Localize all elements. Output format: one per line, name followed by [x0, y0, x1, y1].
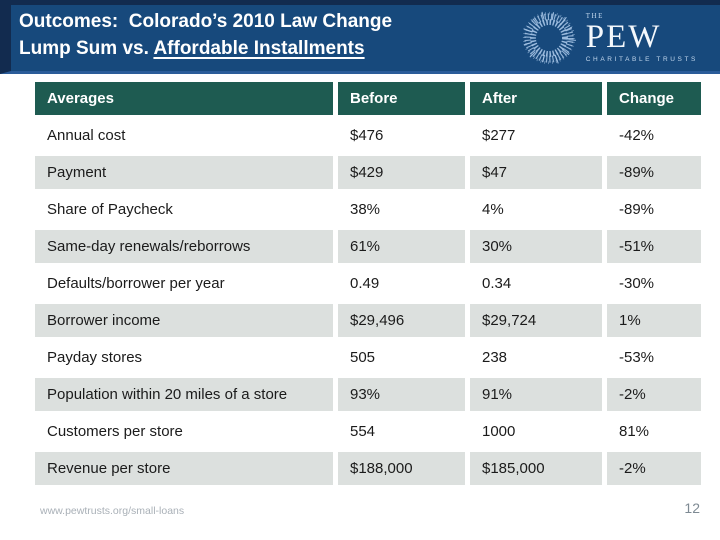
slide-title-banner: Outcomes: Colorado’s 2010 Law Change Lum… — [0, 0, 720, 74]
row-change: -51% — [607, 230, 701, 263]
row-before: $476 — [350, 127, 384, 144]
row-change: -30% — [619, 275, 655, 292]
row-change: -53% — [619, 349, 655, 366]
row-label: Borrower income — [35, 304, 333, 337]
table-row: Payment $429 $47 -89% — [35, 156, 701, 189]
row-before: $188,000 — [338, 452, 465, 485]
footer-url: www.pewtrusts.org/small-loans — [40, 505, 185, 517]
row-label: Customers per store — [47, 423, 183, 440]
row-before: 93% — [338, 378, 465, 411]
pew-starburst-icon — [522, 11, 576, 65]
row-change: -42% — [619, 127, 655, 144]
row-after: $29,724 — [470, 304, 602, 337]
row-label: Same-day renewals/reborrows — [35, 230, 333, 263]
table-row: Defaults/borrower per year 0.49 0.34 -30… — [35, 267, 701, 300]
title-line-2-underlined: Affordable Installments — [153, 38, 365, 59]
table-row: Revenue per store $188,000 $185,000 -2% — [35, 452, 701, 485]
row-label: Population within 20 miles of a store — [35, 378, 333, 411]
row-label: Payment — [35, 156, 333, 189]
row-change: -2% — [607, 378, 701, 411]
row-label: Share of Paycheck — [47, 201, 173, 218]
pew-logo: THE PEW CHARITABLE TRUSTS — [520, 9, 698, 67]
table-row: Payday stores 505 238 -53% — [35, 341, 701, 374]
row-before: 0.49 — [350, 275, 380, 292]
row-after: 238 — [482, 349, 508, 366]
row-before: 554 — [350, 423, 376, 440]
row-after: $185,000 — [470, 452, 602, 485]
row-before: 61% — [338, 230, 465, 263]
row-change: 1% — [607, 304, 701, 337]
table-header-row: Averages Before After Change — [35, 82, 701, 115]
row-before: 505 — [350, 349, 376, 366]
row-change: -89% — [619, 201, 655, 218]
row-label: Annual cost — [47, 127, 126, 144]
row-after: 91% — [470, 378, 602, 411]
slide-page-number: 12 — [684, 500, 700, 516]
row-after: 1000 — [482, 423, 516, 440]
pew-logo-name: PEW — [585, 18, 662, 55]
row-change: -2% — [607, 452, 701, 485]
table-row: Borrower income $29,496 $29,724 1% — [35, 304, 701, 337]
table-row: Same-day renewals/reborrows 61% 30% -51% — [35, 230, 701, 263]
row-after: $47 — [470, 156, 602, 189]
slide-title: Outcomes: Colorado’s 2010 Law Change Lum… — [11, 5, 392, 62]
title-line-1: Outcomes: Colorado’s 2010 Law Change — [19, 11, 393, 32]
row-label: Payday stores — [47, 349, 143, 366]
pew-logo-text: THE PEW CHARITABLE TRUSTS — [585, 11, 698, 64]
table-row: Annual cost $476 $277 -42% — [35, 119, 701, 152]
row-label: Revenue per store — [35, 452, 333, 485]
outcomes-table: Averages Before After Change Annual cost… — [30, 78, 706, 489]
title-line-2: Lump Sum vs. Affordable Installments — [19, 35, 392, 62]
row-after: 4% — [482, 201, 504, 218]
title-line-2-prefix: Lump Sum vs. — [19, 38, 154, 59]
row-after: 0.34 — [482, 275, 512, 292]
row-label: Defaults/borrower per year — [47, 275, 225, 292]
table-row: Share of Paycheck 38% 4% -89% — [35, 193, 701, 226]
column-header-change: Change — [607, 82, 701, 115]
row-before: 38% — [350, 201, 381, 218]
column-header-after: After — [470, 82, 602, 115]
row-change: -89% — [607, 156, 701, 189]
row-before: $29,496 — [338, 304, 465, 337]
row-change: 81% — [619, 423, 650, 440]
row-after: $277 — [482, 127, 516, 144]
table-row: Customers per store 554 1000 81% — [35, 415, 701, 448]
column-header-before: Before — [338, 82, 465, 115]
row-before: $429 — [338, 156, 465, 189]
pew-logo-the: THE — [585, 11, 604, 20]
row-after: 30% — [470, 230, 602, 263]
column-header-averages: Averages — [35, 82, 333, 115]
table-row: Population within 20 miles of a store 93… — [35, 378, 701, 411]
pew-logo-tagline: CHARITABLE TRUSTS — [585, 55, 698, 63]
